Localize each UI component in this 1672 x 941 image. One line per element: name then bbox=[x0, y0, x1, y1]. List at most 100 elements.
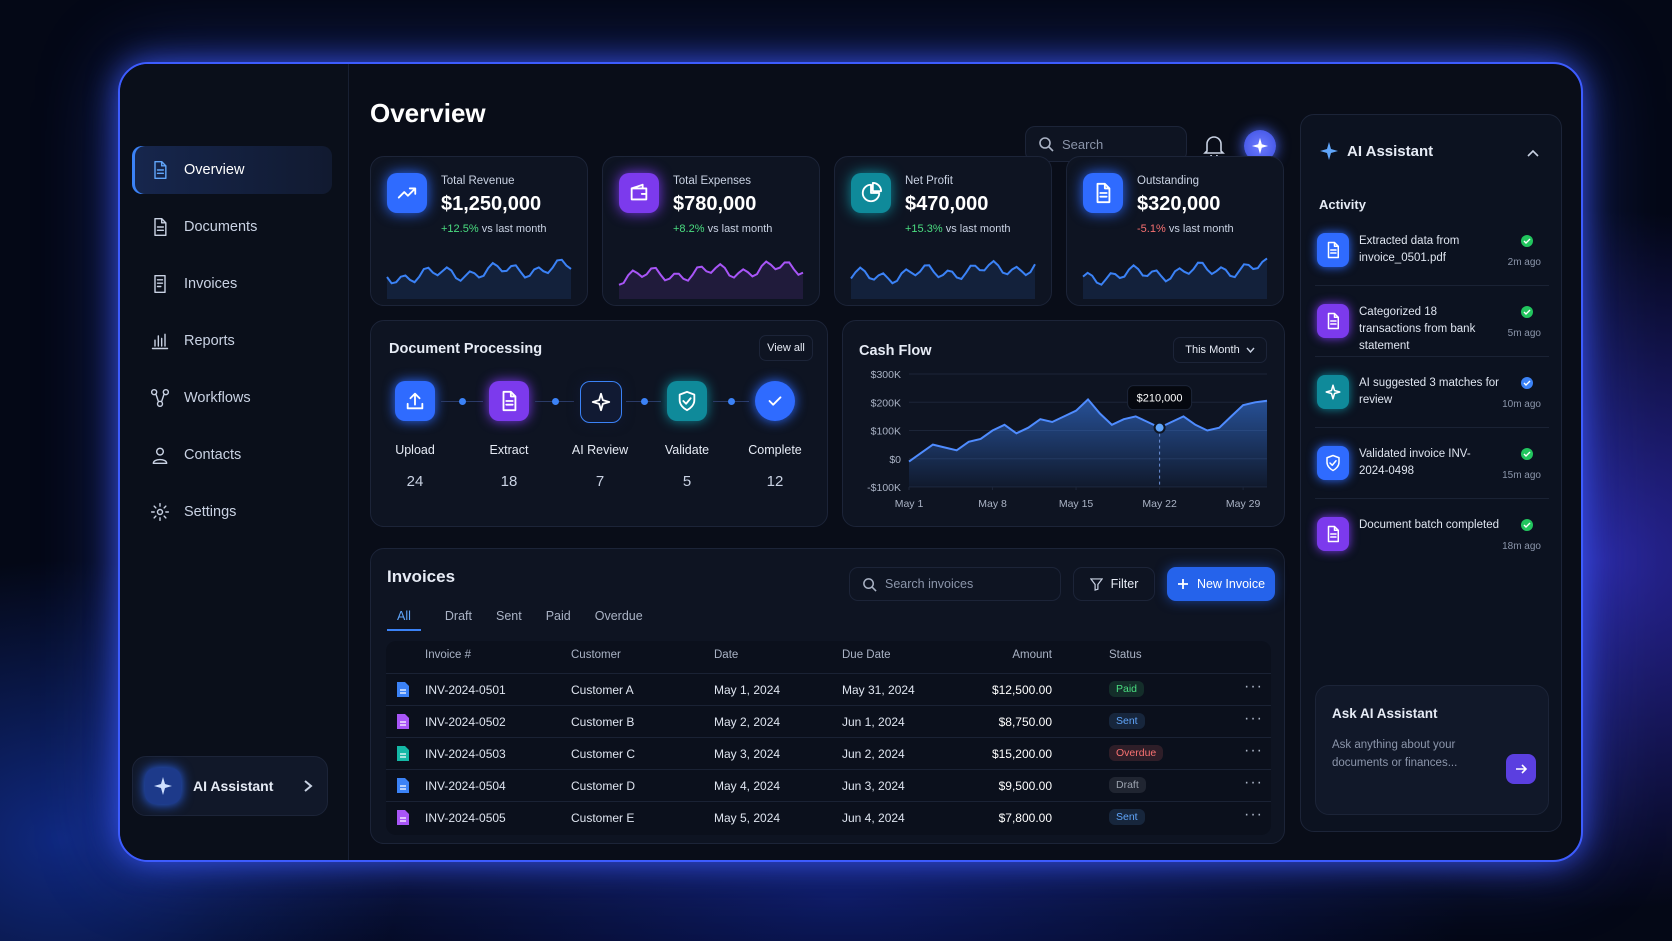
cell: $15,200.00 bbox=[991, 747, 1052, 761]
assistant-shortcut[interactable]: AI Assistant bbox=[132, 756, 328, 816]
collapse-button[interactable] bbox=[1527, 149, 1539, 157]
ask-input[interactable]: Ask anything about your documents or fin… bbox=[1332, 739, 1458, 769]
file bbox=[397, 778, 409, 793]
send-button[interactable] bbox=[1506, 754, 1536, 784]
cell: Customer D bbox=[571, 779, 636, 793]
stat-card: Outstanding $320,000 -5.1% vs last month bbox=[1066, 156, 1284, 306]
sparkline-line bbox=[1082, 257, 1268, 286]
activity-item: Categorized 18 transactions from bank st… bbox=[1315, 292, 1549, 357]
activity-item: Validated invoice INV-2024-0498 15m ago bbox=[1315, 434, 1549, 499]
sparkline-fill bbox=[851, 261, 1035, 299]
invoice-row[interactable]: INV-2024-0502 Customer B May 2, 2024 Jun 1,… bbox=[386, 705, 1271, 738]
cell: INV-2024-0501 bbox=[425, 683, 506, 697]
more-button[interactable]: ··· bbox=[1244, 806, 1263, 823]
invoice-row[interactable]: INV-2024-0505 Customer E May 5, 2024 Jun 4,… bbox=[386, 801, 1271, 834]
nav-item[interactable]: Invoices bbox=[132, 260, 332, 308]
new-invoice-button[interactable]: New Invoice bbox=[1167, 567, 1275, 601]
cell: INV-2024-0505 bbox=[425, 811, 506, 825]
activity-icon bbox=[1317, 517, 1349, 551]
invoice-row[interactable]: INV-2024-0503 Customer C May 3, 2024 Jun 2,… bbox=[386, 737, 1271, 770]
invoice-row[interactable]: INV-2024-0504 Customer D May 4, 2024 Jun 3,… bbox=[386, 769, 1271, 802]
tab[interactable]: Overdue bbox=[594, 609, 643, 623]
tab[interactable]: Draft bbox=[444, 609, 472, 623]
icon bbox=[150, 388, 170, 408]
x-tick-label: May 15 bbox=[1059, 498, 1094, 510]
icon bbox=[1325, 384, 1341, 400]
x-tick-label: May 29 bbox=[1226, 498, 1261, 510]
activity-time: 10m ago bbox=[1502, 399, 1541, 410]
stat-change: +8.2% vs last month bbox=[673, 223, 772, 235]
activity-check bbox=[1521, 519, 1533, 531]
icon bbox=[861, 182, 882, 203]
activity-icon bbox=[1317, 446, 1349, 480]
sidebar: AI Assistant Overview Documents Invoices Re… bbox=[120, 64, 349, 860]
cell: Jun 2, 2024 bbox=[842, 747, 905, 761]
activity-icon bbox=[1317, 304, 1349, 338]
search-placeholder: Search invoices bbox=[885, 577, 974, 591]
invoice-search[interactable]: Search invoices bbox=[849, 567, 1061, 601]
nav-label: Documents bbox=[184, 219, 258, 235]
activity-time: 15m ago bbox=[1502, 470, 1541, 481]
view-all-button[interactable]: View all bbox=[759, 335, 813, 361]
tab[interactable]: All bbox=[387, 609, 421, 631]
activity-text: Document batch completed bbox=[1359, 519, 1499, 531]
more-button[interactable]: ··· bbox=[1244, 742, 1263, 759]
nav-item[interactable]: Settings bbox=[132, 488, 332, 536]
icon bbox=[768, 396, 782, 406]
more-button[interactable]: ··· bbox=[1244, 678, 1263, 695]
stat-label: Net Profit bbox=[905, 175, 953, 187]
filter-icon bbox=[1089, 577, 1103, 591]
nav-item[interactable]: Documents bbox=[132, 203, 332, 251]
step-icon bbox=[755, 381, 795, 421]
file bbox=[397, 714, 409, 729]
sparkline bbox=[386, 258, 572, 299]
icon bbox=[154, 160, 167, 180]
tab[interactable]: Paid bbox=[545, 609, 571, 623]
icon bbox=[1327, 241, 1339, 259]
cell: May 5, 2024 bbox=[714, 811, 781, 825]
highlight-point bbox=[1153, 421, 1166, 434]
invoice-row[interactable]: INV-2024-0501 Customer A May 1, 2024 May 31… bbox=[386, 673, 1271, 706]
step-count: 7 bbox=[595, 473, 605, 490]
check bbox=[1523, 451, 1531, 457]
activity-icon bbox=[1317, 375, 1349, 409]
change-note: vs last month bbox=[481, 223, 547, 235]
column-header: Amount bbox=[1012, 649, 1052, 661]
file-icon bbox=[396, 713, 410, 735]
arrow-icon bbox=[1516, 764, 1528, 774]
stat-value: $780,000 bbox=[673, 193, 757, 215]
invoice-table: Invoice # Customer Date Due Date Amount Statu… bbox=[386, 641, 1271, 835]
column-header: Status bbox=[1109, 649, 1142, 661]
activity-text: Validated invoice INV-2024-0498 bbox=[1359, 448, 1471, 477]
period-select[interactable]: This Month bbox=[1173, 337, 1267, 363]
stat-card: Total Revenue $1,250,000 +12.5% vs last mo… bbox=[370, 156, 588, 306]
more-button[interactable]: ··· bbox=[1244, 710, 1263, 727]
icon bbox=[151, 333, 169, 350]
stat-label: Total Revenue bbox=[441, 175, 515, 187]
nav-item[interactable]: Reports bbox=[132, 317, 332, 365]
nav-label: Workflows bbox=[184, 390, 251, 406]
invoices: Invoices Search invoices Filter New Invo… bbox=[370, 548, 1285, 844]
connector-dot bbox=[551, 398, 559, 405]
more-button[interactable]: ··· bbox=[1244, 774, 1263, 791]
notifications[interactable] bbox=[1203, 134, 1225, 158]
cash-flow-area bbox=[909, 399, 1267, 487]
sparkline bbox=[1082, 257, 1268, 299]
step-icon bbox=[667, 381, 707, 421]
connector-dot bbox=[728, 398, 735, 405]
nav-item[interactable]: Workflows bbox=[132, 374, 332, 422]
cash-flow-chart: $300K $200K $100K $0 -$100K May 1 May 8 May 15 M… bbox=[867, 369, 1268, 510]
nav-item[interactable]: Overview bbox=[132, 146, 332, 194]
filter-button[interactable]: Filter bbox=[1073, 567, 1155, 601]
search-icon bbox=[863, 577, 877, 592]
activity-time: 2m ago bbox=[1507, 257, 1541, 268]
nav-item[interactable]: Contacts bbox=[132, 431, 332, 479]
activity-time: 18m ago bbox=[1502, 541, 1541, 552]
assistant-label: AI Assistant bbox=[193, 778, 274, 794]
period-label: This Month bbox=[1185, 344, 1240, 356]
icon bbox=[397, 187, 417, 199]
tab[interactable]: Sent bbox=[496, 609, 522, 623]
file bbox=[397, 682, 409, 697]
stat-icon bbox=[851, 173, 891, 213]
nav-label: Overview bbox=[184, 162, 245, 178]
